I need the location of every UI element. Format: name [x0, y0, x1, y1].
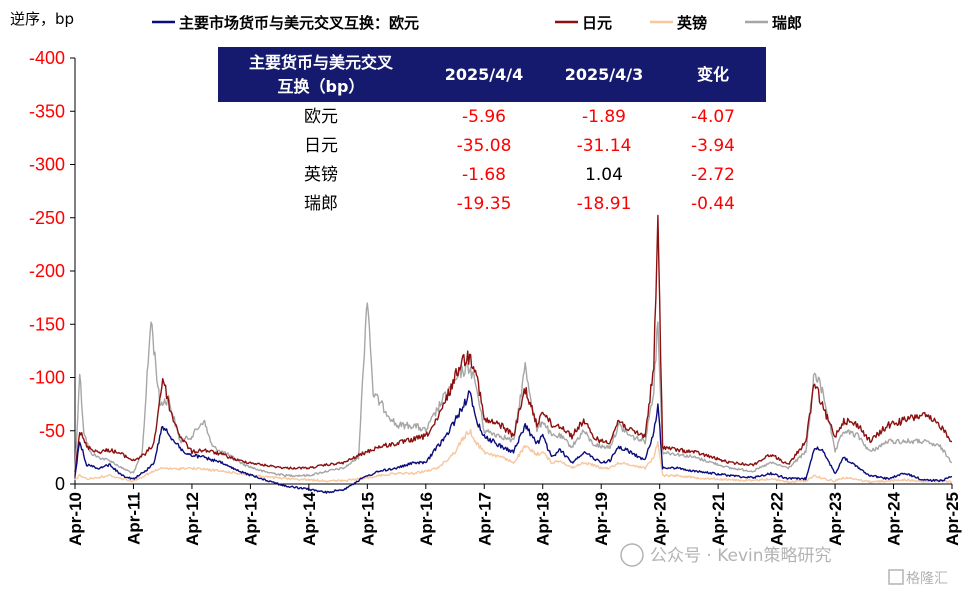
table-body: 欧元 -5.96 -1.89 -4.07 日元 -35.08 -31.14 -3.94 英镑 -1…: [304, 107, 735, 214]
table-header-title-line1: 主要货币与美元交叉: [249, 53, 394, 72]
x-tick-label: Apr-10: [66, 492, 85, 546]
x-tick-label: Apr-24: [885, 491, 904, 545]
series-gbp-line: [74, 428, 953, 484]
table-cell-value-0404: -1.68: [462, 165, 506, 185]
wechat-icon: [620, 543, 644, 567]
series-group: [74, 214, 953, 494]
y-tick-label: -300: [29, 155, 65, 175]
y-tick-label: -400: [29, 48, 65, 68]
x-tick-label: Apr-20: [651, 492, 670, 546]
x-tick-label: Apr-16: [417, 492, 436, 546]
y-tick-label: -150: [29, 314, 65, 334]
x-tick-label: Apr-21: [709, 492, 728, 546]
x-tick-label: Apr-18: [534, 492, 553, 546]
data-table: 主要货币与美元交叉 互换（bp） 2025/4/4 2025/4/3 变化 欧元…: [218, 47, 766, 214]
y-tick-label: 0: [55, 474, 65, 494]
unit-label: 逆序，bp: [10, 10, 74, 28]
x-tick-label: Apr-14: [300, 491, 319, 545]
y-tick-label: -250: [29, 208, 65, 228]
table-header-change: 变化: [697, 65, 729, 84]
x-tick-label: Apr-19: [592, 492, 611, 546]
y-tick-label: -200: [29, 261, 65, 281]
table-cell-change: -3.94: [691, 136, 735, 156]
table-cell-change: -0.44: [691, 194, 735, 214]
table-cell-value-0403: 1.04: [585, 165, 623, 185]
x-tick-label: Apr-23: [826, 492, 845, 546]
table-cell-value-0403: -18.91: [577, 194, 632, 214]
series-eur-line: [74, 390, 953, 494]
table-cell-value-0404: -35.08: [457, 136, 512, 156]
table-cell-change: -4.07: [691, 107, 735, 127]
x-tick-label: Apr-17: [475, 492, 494, 546]
table-cell-value-0403: -1.89: [582, 107, 626, 127]
legend-label-jpy: 日元: [582, 14, 612, 32]
y-tick-label: -100: [29, 368, 65, 388]
y-axis: -400 -350 -300 -250 -200 -150 -100 -50 0: [29, 48, 75, 494]
legend-label-chf: 瑞郎: [772, 14, 802, 32]
table-header-date1: 2025/4/4: [445, 65, 523, 84]
gelonghui-icon: [888, 569, 904, 585]
x-tick-label: Apr-12: [183, 492, 202, 546]
x-tick-label: Apr-11: [124, 492, 143, 545]
table-cell-change: -2.72: [691, 165, 735, 185]
legend-label-eur: 主要市场货币与美元交叉互换：欧元: [179, 14, 419, 32]
table-cell-value-0404: -5.96: [462, 107, 506, 127]
legend-label-gbp: 英镑: [677, 14, 707, 32]
x-axis: Apr-10 Apr-11 Apr-12 Apr-13 Apr-14 Apr-15 Apr-…: [66, 484, 962, 546]
table-cell-currency: 欧元: [304, 107, 338, 127]
table-header-title-line2: 互换（bp）: [278, 77, 365, 96]
watermark: 公众号 · Kevin策略研究 格隆汇: [620, 543, 948, 587]
table-cell-value-0404: -19.35: [457, 194, 512, 214]
watermark-text: 公众号 · Kevin策略研究: [650, 546, 832, 566]
x-tick-label: Apr-15: [358, 492, 377, 546]
table-header-date2: 2025/4/3: [565, 65, 643, 84]
y-tick-label: -50: [39, 421, 65, 441]
legend: 主要市场货币与美元交叉互换：欧元 日元 英镑 瑞郎: [152, 14, 802, 32]
table-cell-currency: 瑞郎: [304, 194, 338, 214]
series-jpy-line: [74, 214, 953, 473]
x-tick-label: Apr-13: [241, 492, 260, 546]
table-cell-currency: 日元: [304, 136, 338, 156]
watermark-brand: 格隆汇: [906, 571, 948, 587]
x-tick-label: Apr-22: [768, 492, 787, 546]
x-tick-label: Apr-25: [943, 492, 962, 546]
y-tick-label: -350: [29, 101, 65, 121]
table-cell-value-0403: -31.14: [577, 136, 632, 156]
table-header-bg: [218, 47, 766, 102]
table-cell-currency: 英镑: [304, 165, 338, 185]
